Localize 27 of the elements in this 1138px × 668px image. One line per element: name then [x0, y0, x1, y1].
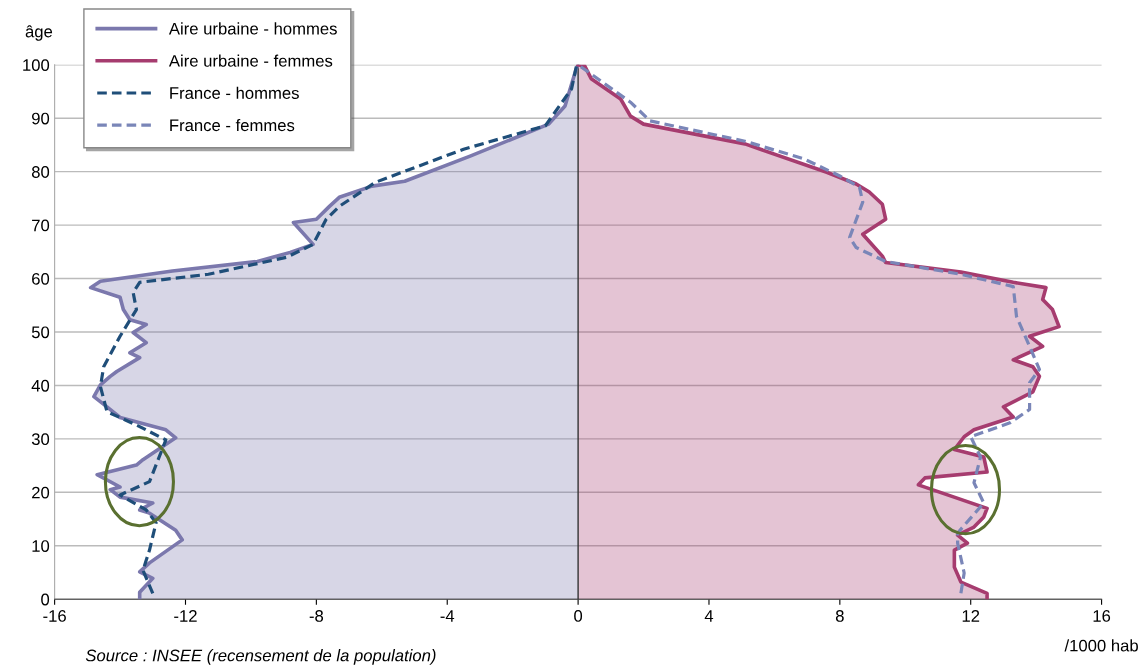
y-tick-label: 70 — [32, 219, 50, 232]
y-tick-label: 50 — [31, 326, 50, 339]
x-axis-title: /1000 hab — [1064, 639, 1138, 652]
y-tick-label: 60 — [32, 272, 50, 285]
y-tick-label: 100 — [23, 59, 50, 71]
x-tick-label: 4 — [704, 610, 714, 622]
x-tick-label: -12 — [174, 610, 197, 622]
y-tick-label: 30 — [31, 433, 50, 446]
y-tick-label: 10 — [32, 540, 50, 552]
x-tick-label: -4 — [440, 610, 455, 622]
legend-label: France - hommes — [170, 86, 299, 99]
x-tick-label: 0 — [574, 610, 583, 622]
y-tick-label: 80 — [31, 166, 50, 178]
x-tick-label: -16 — [43, 610, 66, 622]
y-tick-label: 0 — [41, 593, 50, 606]
x-tick-label: -8 — [309, 610, 324, 622]
y-tick-label: 20 — [32, 486, 50, 499]
x-tick-label: 8 — [835, 610, 844, 622]
y-tick-label: 90 — [32, 112, 50, 125]
x-tick-label: 16 — [1093, 610, 1111, 622]
source-note: Source : INSEE (recensement de la population) — [85, 649, 436, 665]
x-tick-label: 12 — [962, 610, 980, 622]
y-axis-title: âge — [25, 25, 53, 41]
legend-label: Aire urbaine - hommes — [168, 22, 337, 35]
y-tick-label: 40 — [31, 379, 50, 392]
legend-label: France - femmes — [170, 118, 295, 132]
legend-label: Aire urbaine - femmes — [168, 54, 333, 67]
